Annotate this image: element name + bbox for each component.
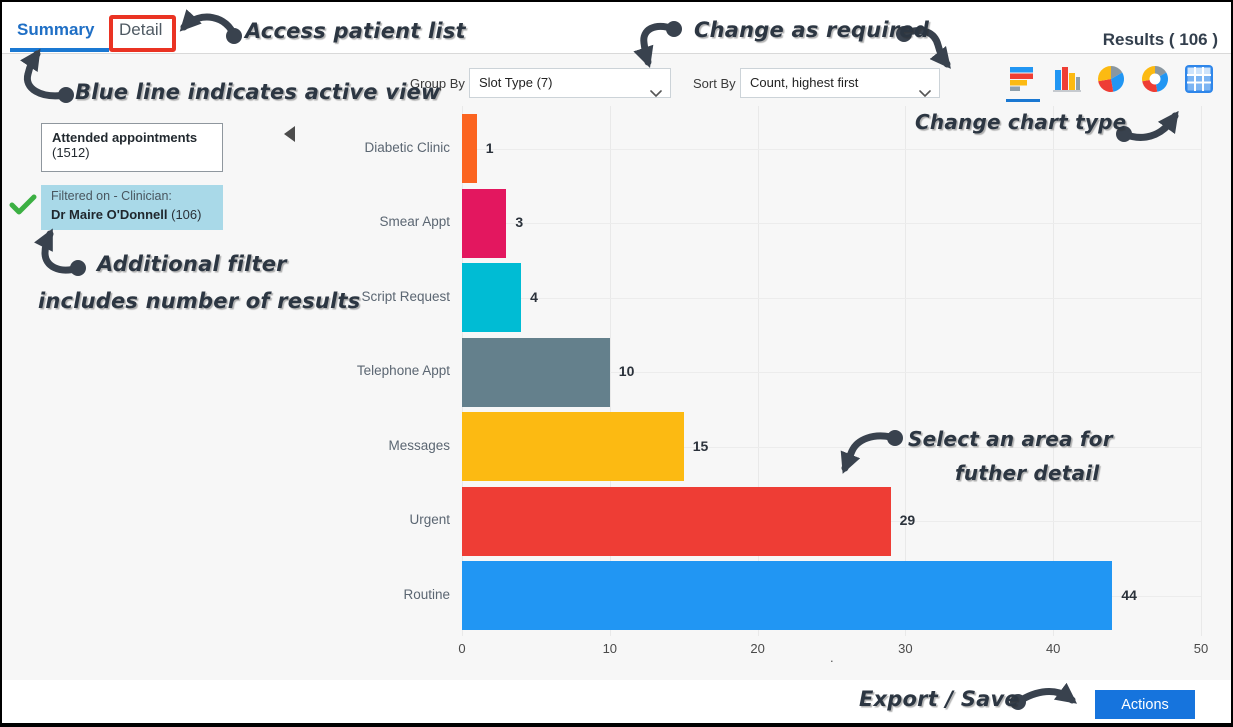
annotation-access-patient: Access patient list	[245, 19, 466, 43]
tab-summary[interactable]: Summary	[17, 20, 95, 39]
chart-type-toolbar	[1006, 63, 1215, 102]
bar-routine[interactable]	[462, 561, 1113, 630]
dataset-card[interactable]: Attended appointments (1512)	[41, 123, 223, 172]
column-chart-icon[interactable]	[1051, 63, 1083, 95]
bar-value-label: 10	[618, 363, 635, 379]
bar-telephone-appt[interactable]	[462, 337, 610, 407]
bar-smear-appt[interactable]	[462, 188, 507, 258]
group-by-label: Group By	[410, 76, 465, 91]
gridline-vertical	[609, 106, 611, 636]
gridline-vertical	[757, 106, 759, 636]
horizontal-bar-chart-icon[interactable]	[1006, 63, 1040, 102]
donut-chart-icon[interactable]	[1139, 63, 1171, 95]
x-tick-label: 40	[1045, 641, 1061, 656]
filter-clinician-name: Dr Maire O'Donnell	[51, 207, 168, 222]
filter-label: Filtered on - Clinician:	[51, 189, 172, 203]
check-icon	[9, 194, 37, 223]
bar-category-label: Diabetic Clinic	[364, 139, 450, 155]
gridline-horizontal	[462, 223, 1201, 224]
bar-value-label: 1	[485, 139, 494, 156]
dataset-title: Attended appointments	[52, 130, 198, 145]
group-by-value: Slot Type (7)	[479, 75, 553, 90]
bar-script-request[interactable]	[462, 263, 522, 332]
footer-bar: Actions	[2, 680, 1231, 723]
filter-result-count: (106)	[167, 207, 202, 222]
x-tick-label: 0	[458, 641, 466, 656]
chevron-down-icon	[919, 80, 931, 108]
annotation-change-chart-type: Change chart type	[915, 110, 1127, 134]
gridline-horizontal	[462, 297, 1201, 299]
bar-diabetic-clinic[interactable]	[462, 114, 477, 183]
bar-chart: 0 10 20 30 40 50 Diabetic Clinic 1 Smear Appt 3 Sc…	[2, 2, 1231, 680]
group-by-select[interactable]: Slot Type (7)	[469, 68, 671, 98]
bar-category-label: Messages	[388, 437, 450, 453]
gridline-vertical	[1053, 106, 1055, 636]
bar-value-label: 15	[692, 437, 709, 454]
active-tab-indicator	[10, 48, 109, 52]
annotation-export-save: Export / Save	[859, 687, 1019, 711]
bar-category-label: Script Request	[361, 288, 450, 304]
sort-by-label: Sort By	[693, 76, 736, 91]
bar-messages[interactable]	[462, 412, 684, 481]
filter-card[interactable]: Filtered on - Clinician: Dr Maire O'Donn…	[41, 185, 223, 230]
sort-by-select[interactable]: Count, highest first	[740, 68, 940, 98]
gridline-horizontal	[462, 446, 1201, 448]
bar-value-label: 3	[515, 214, 524, 230]
x-tick-label: 20	[750, 641, 765, 656]
bar-value-label: 29	[899, 512, 916, 528]
bar-value-label: 4	[530, 288, 538, 305]
annotation-change-required: Change as required	[694, 18, 930, 42]
dataset-count: (1512)	[52, 145, 90, 160]
pie-chart-icon[interactable]	[1095, 63, 1127, 95]
annotation-select-area-line2: futher detail	[955, 461, 1100, 485]
bar-category-label: Urgent	[409, 512, 450, 527]
bar-value-label: 44	[1121, 586, 1137, 603]
detail-tab-highlight-annotation	[109, 15, 176, 52]
results-count: Results ( 106 )	[1102, 30, 1218, 49]
table-icon[interactable]	[1183, 63, 1215, 95]
x-tick-label: 10	[602, 641, 618, 656]
collapse-left-icon[interactable]	[284, 126, 295, 142]
annotation-additional-filter-line2: includes number of results	[38, 289, 361, 313]
bar-category-label: Telephone Appt	[356, 363, 450, 378]
tab-detail[interactable]: Detail	[119, 20, 163, 39]
gridline-vertical	[1201, 106, 1202, 636]
gridline-vertical	[905, 106, 907, 636]
gridline-horizontal	[462, 372, 1201, 373]
chevron-down-icon	[650, 80, 662, 108]
bar-category-label: Routine	[403, 586, 450, 602]
bar-category-label: Smear Appt	[379, 214, 450, 229]
x-tick-label: 50	[1193, 641, 1209, 656]
gridline-horizontal	[462, 148, 1201, 150]
x-tick-label: 30	[898, 641, 913, 656]
annotation-blue-line: Blue line indicates active view	[75, 80, 441, 104]
selected-chart-type-indicator	[1006, 99, 1040, 102]
actions-button[interactable]: Actions	[1095, 690, 1195, 719]
annotation-select-area-line1: Select an area for	[908, 427, 1113, 451]
sort-by-value: Count, highest first	[750, 75, 859, 90]
annotation-additional-filter-line1: Additional filter	[97, 252, 287, 276]
x-axis-label: .	[830, 650, 834, 665]
bar-urgent[interactable]	[462, 486, 891, 556]
